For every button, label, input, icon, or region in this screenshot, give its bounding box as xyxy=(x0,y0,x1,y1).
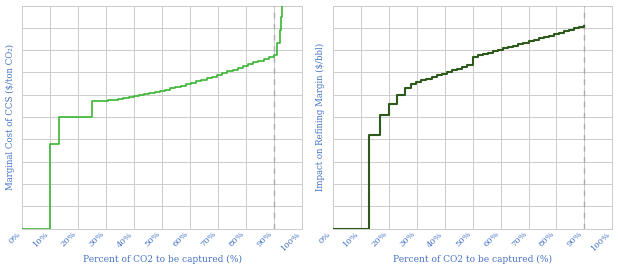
Y-axis label: Impact on Refining Margin ($/bbl): Impact on Refining Margin ($/bbl) xyxy=(316,43,325,191)
X-axis label: Percent of CO2 to be captured (%): Percent of CO2 to be captured (%) xyxy=(83,255,242,264)
X-axis label: Percent of CO2 to be captured (%): Percent of CO2 to be captured (%) xyxy=(393,255,552,264)
Y-axis label: Marginal Cost of CCS ($/ton CO₂): Marginal Cost of CCS ($/ton CO₂) xyxy=(6,44,15,190)
